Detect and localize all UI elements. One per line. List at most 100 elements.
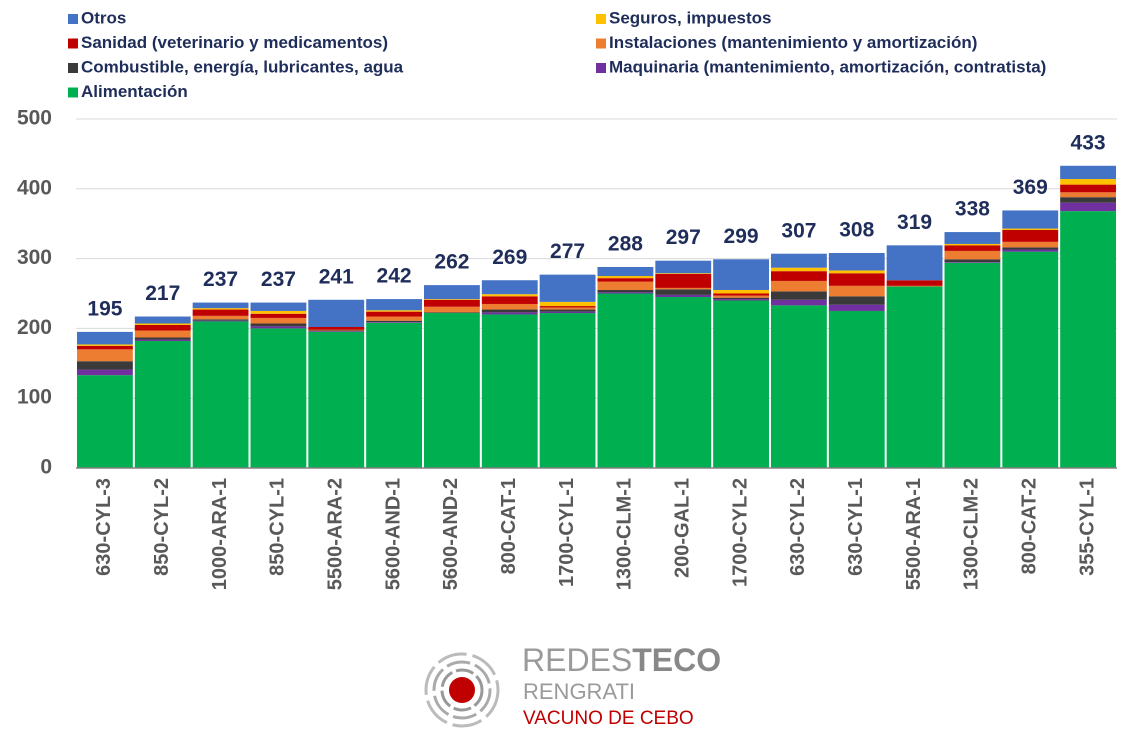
total-label: 217 [145,282,180,305]
x-tick-label: 1700-CYL-1 [556,478,578,587]
legend-label: Otros [81,8,126,27]
bar-segment [1002,241,1059,248]
bar-segment [713,259,769,291]
bar-segment [424,299,480,307]
bar-segment [539,311,596,314]
bar-segment [481,280,538,295]
total-label: 262 [434,251,469,274]
x-tick-label: 800-CAT-1 [498,478,520,574]
bar-segment [192,320,249,322]
bar-segment [597,293,654,468]
bar-segment [713,293,769,296]
bar-segment [713,299,769,301]
total-label: 288 [608,233,643,256]
legend-label: Maquinaria (mantenimiento, amortización,… [609,57,1046,76]
bar-segment [366,299,422,311]
total-label: 338 [955,198,990,221]
logo-ring [424,652,500,728]
bar-segment [192,308,249,310]
bar-segment [134,340,191,468]
bar-segment [424,312,480,314]
bar-segment [366,310,422,312]
x-tick-label: 1700-CYL-2 [729,478,751,587]
bar-segment [424,299,480,300]
y-tick-label: 100 [17,386,52,409]
bar-segment [366,322,422,468]
bar-segment [366,316,422,321]
x-tick-label: 850-CYL-1 [267,478,289,576]
x-tick-label: 200-GAL-1 [672,478,694,578]
bar-segment [713,297,769,300]
bar-segment [771,271,827,281]
bar-segment [1002,249,1059,252]
legend-label: Seguros, impuestos [609,8,771,27]
bar-segment [1060,202,1116,212]
bar-segment [655,260,712,274]
bar-segment [539,309,596,312]
bar-segment [1060,165,1116,180]
total-label: 195 [87,297,122,320]
total-label: 369 [1013,176,1048,199]
bar-segment [308,299,365,328]
bar-segment [481,296,538,304]
bar-segment [771,253,827,268]
bar-segment [944,259,1001,263]
bar-segment [192,321,249,468]
bar-segment [134,316,191,324]
legend-label: Instalaciones (mantenimiento y amortizac… [609,33,977,52]
bar-segment [597,290,654,293]
bar-segment [713,295,769,298]
logo-brand: REDESTECO [522,642,721,678]
bar-segment [713,290,769,294]
bar-segment [1060,197,1116,203]
y-tick-label: 0 [40,456,52,479]
bar-segment [655,294,712,297]
legend-swatch [68,63,78,73]
bar-segment [481,314,538,468]
bar-segment [366,322,422,323]
bar-segment [481,312,538,315]
x-tick-label: 1300-CLM-1 [614,478,636,590]
x-tick-label: 1300-CLM-2 [961,478,983,590]
bar-segment [828,285,885,297]
bar-segment [944,232,1001,244]
bar-segment [828,296,885,305]
bar-segment [539,307,596,310]
bar-segment [250,326,307,329]
legend-swatch [68,38,78,49]
x-tick-label: 5600-AND-2 [440,478,462,590]
legend-label: Combustible, energía, lubricantes, agua [81,57,404,76]
total-label: 277 [550,240,585,263]
bar-segment [192,302,249,309]
bar-segment [539,301,596,307]
bar-segment [308,329,365,331]
bar-segment [713,300,769,468]
bar-segment [1060,211,1116,469]
bar-segment [944,262,1001,263]
logo-dot [449,677,475,703]
bar-segment [886,285,943,287]
bar-segment [828,304,885,311]
bar-segment [308,331,365,468]
bar-segment [828,270,885,274]
bar-segment [655,273,712,288]
total-label: 433 [1071,131,1106,154]
total-label: 319 [897,211,932,234]
bar-segment [308,330,365,332]
bar-segment [1060,184,1116,193]
bar-segment [192,319,249,321]
x-tick-label: 5600-AND-1 [382,478,404,590]
bar-segment [944,243,1001,246]
bar-segment [655,289,712,295]
bar-segment [655,296,712,468]
bar-segment [597,292,654,294]
bar-segment [771,305,827,468]
bar-segment [886,280,943,286]
total-label: 307 [781,219,816,242]
bar-segment [192,309,249,316]
x-tick-label: 630-CYL-3 [93,478,115,576]
bar-segment [192,315,249,320]
x-tick-label: 630-CYL-1 [845,478,867,576]
bar-segment [539,306,596,308]
legend-swatch [596,63,606,73]
